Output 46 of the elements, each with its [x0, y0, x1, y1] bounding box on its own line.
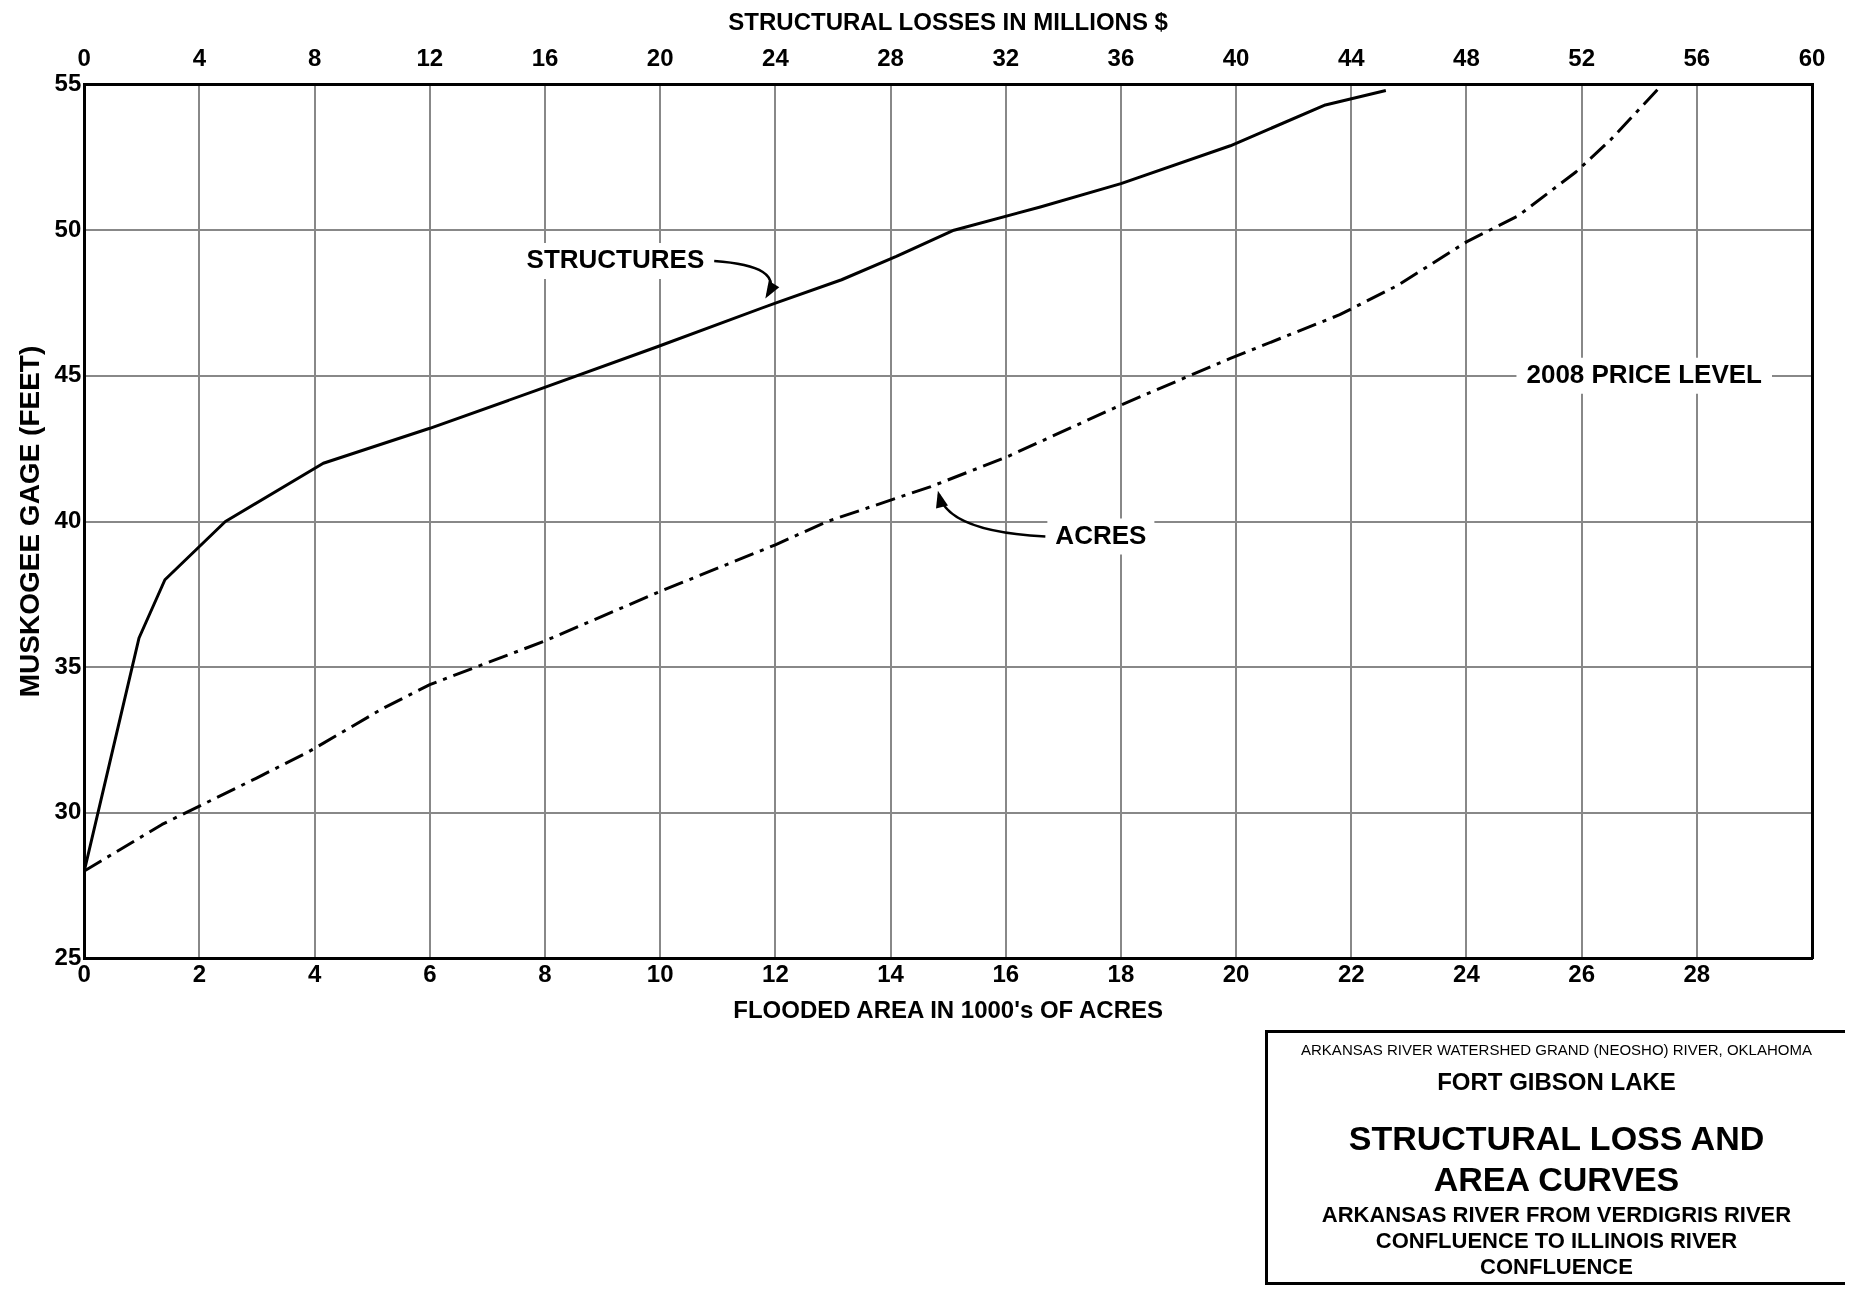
text: STRUCTURAL LOSS AND AREA CURVES	[1347, 1118, 1766, 1200]
x2-tick-label: 0	[77, 43, 91, 71]
x2-tick-label: 12	[416, 43, 444, 71]
x2-tick-label: 36	[1107, 43, 1135, 71]
text: ARKANSAS RIVER WATERSHED GRAND (NEOSHO) RIVER, OKLAHOMA	[1300, 1041, 1813, 1058]
x2-tick-label: 24	[762, 43, 790, 71]
x-tick-label: 4	[307, 960, 322, 988]
y-tick-label: 50	[54, 214, 82, 242]
x2-tick-label: 52	[1568, 43, 1595, 71]
x-tick-label: 8	[538, 960, 552, 988]
y-axis-title: MUSKOGEE GAGE (FEET)	[13, 345, 45, 698]
x2-tick-label: 20	[646, 43, 674, 71]
x-tick-label: 22	[1337, 960, 1365, 988]
x-tick-label: 12	[762, 960, 789, 988]
annotation: 2008 PRICE LEVEL	[1526, 359, 1763, 390]
x2-tick-label: 16	[531, 43, 559, 71]
x2-axis-title: STRUCTURAL LOSSES IN MILLIONS $	[728, 8, 1169, 36]
x-tick-label: 10	[646, 960, 674, 988]
x-tick-label: 26	[1568, 960, 1595, 988]
x2-tick-label: 32	[992, 43, 1020, 71]
x-axis-title: FLOODED AREA IN 1000's OF ACRES	[733, 996, 1164, 1024]
x-tick-label: 24	[1453, 960, 1481, 988]
x2-tick-label: 60	[1798, 43, 1826, 71]
x2-tick-label: 28	[877, 43, 904, 71]
x2-tick-label: 8	[307, 43, 322, 71]
x2-tick-label: 56	[1683, 43, 1711, 71]
x-tick-label: 6	[423, 960, 437, 988]
x2-tick-label: 48	[1453, 43, 1480, 71]
x-tick-label: 20	[1222, 960, 1250, 988]
y-tick-label: 40	[54, 506, 82, 534]
y-tick-label: 55	[54, 69, 82, 97]
x-tick-label: 2	[192, 960, 207, 988]
x-tick-label: 16	[992, 960, 1020, 988]
y-tick-label: 30	[54, 797, 82, 825]
x-tick-label: 14	[877, 960, 905, 988]
x-tick-label: 18	[1107, 960, 1135, 988]
text: ACRES	[1055, 519, 1147, 550]
x2-tick-label: 44	[1337, 43, 1366, 71]
x-tick-label: 28	[1683, 960, 1711, 988]
series-label: STRUCTURES	[526, 244, 705, 275]
text: FORT GIBSON LAKE	[1436, 1068, 1677, 1096]
text: ARKANSAS RIVER FROM VERDIGRIS RIVER CONFLUENCE TO ILLINOIS RIVER CONFLUENCE	[1320, 1201, 1793, 1281]
x2-tick-label: 40	[1222, 43, 1250, 71]
x2-tick-label: 4	[192, 43, 207, 71]
y-tick-label: 45	[54, 360, 82, 388]
y-tick-label: 35	[54, 651, 82, 679]
